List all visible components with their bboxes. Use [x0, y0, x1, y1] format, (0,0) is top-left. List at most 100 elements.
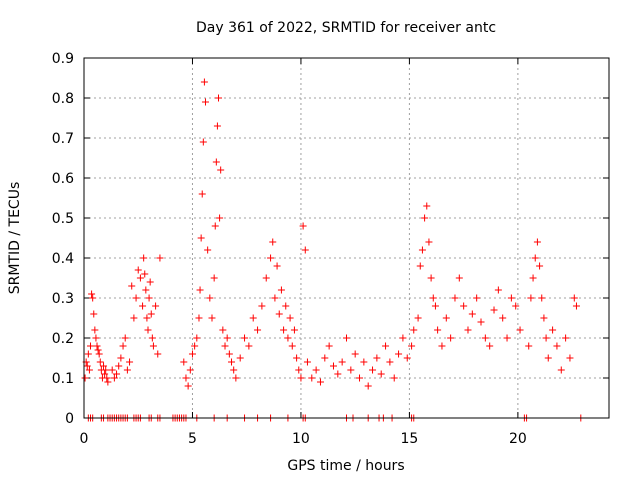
data-point: [286, 314, 294, 322]
data-point: [297, 374, 305, 382]
data-point: [136, 274, 144, 282]
data-point: [216, 214, 224, 222]
data-point: [557, 366, 565, 374]
data-point: [84, 350, 92, 358]
data-point: [329, 362, 337, 370]
data-point: [134, 266, 142, 274]
data-point: [525, 342, 533, 350]
data-point: [351, 350, 359, 358]
data-point: [193, 334, 201, 342]
data-point: [299, 222, 307, 230]
data-point: [423, 202, 431, 210]
data-point: [369, 366, 377, 374]
data-point: [117, 354, 125, 362]
data-point: [447, 334, 455, 342]
y-tick-label: 0.5: [52, 211, 74, 227]
data-point: [204, 246, 212, 254]
y-tick-label: 0.4: [52, 251, 74, 267]
data-point: [145, 294, 153, 302]
data-point: [198, 190, 206, 198]
data-point: [139, 302, 147, 310]
data-point: [110, 374, 118, 382]
data-point: [108, 366, 116, 374]
data-point: [512, 302, 520, 310]
data-point: [88, 290, 96, 298]
data-point: [360, 358, 368, 366]
data-point: [89, 294, 97, 302]
data-point: [382, 342, 390, 350]
data-point: [186, 366, 194, 374]
data-point: [503, 334, 511, 342]
data-point: [282, 302, 290, 310]
data-point: [477, 318, 485, 326]
data-point: [486, 342, 494, 350]
data-point: [338, 358, 346, 366]
data-point: [144, 326, 152, 334]
data-point: [206, 294, 214, 302]
data-point: [149, 342, 157, 350]
data-point: [421, 214, 429, 222]
data-point: [460, 302, 468, 310]
grid: [84, 58, 609, 418]
data-point: [148, 334, 156, 342]
data-point: [399, 334, 407, 342]
y-tick-label: 0.3: [52, 291, 74, 307]
data-point: [152, 302, 160, 310]
data-point: [201, 98, 209, 106]
data-point: [408, 342, 416, 350]
y-tick-label: 0.1: [52, 371, 74, 387]
data-point: [217, 166, 225, 174]
data-point: [83, 362, 91, 370]
data-point: [267, 254, 275, 262]
data-point: [141, 270, 149, 278]
data-point: [123, 366, 131, 374]
data-point: [347, 366, 355, 374]
data-point: [427, 274, 435, 282]
axis-ticks: [83, 57, 609, 419]
data-point: [295, 366, 303, 374]
data-point: [455, 274, 463, 282]
data-point: [92, 334, 100, 342]
data-point: [544, 354, 552, 362]
data-point: [142, 286, 150, 294]
data-point: [434, 326, 442, 334]
x-tick-label: 5: [188, 431, 197, 447]
data-point: [343, 334, 350, 342]
data-point: [364, 382, 372, 390]
data-point: [390, 374, 398, 382]
data-point: [334, 370, 342, 378]
data-point: [293, 354, 301, 362]
data-point: [132, 294, 140, 302]
data-point: [121, 334, 129, 342]
y-tick-label: 0.2: [52, 331, 74, 347]
data-point: [241, 334, 249, 342]
data-point: [100, 362, 108, 370]
plot-frame: [83, 57, 610, 419]
data-point: [213, 122, 221, 130]
data-point: [85, 366, 93, 374]
data-point: [284, 334, 292, 342]
data-point: [223, 334, 231, 342]
data-point: [403, 354, 411, 362]
x-tick-label: 20: [509, 431, 527, 447]
data-point: [143, 314, 151, 322]
data-point: [113, 370, 121, 378]
data-point: [126, 358, 134, 366]
data-point: [154, 350, 162, 358]
data-point: [481, 334, 489, 342]
data-point: [464, 326, 472, 334]
data-point: [542, 334, 550, 342]
data-point: [94, 346, 102, 354]
data-point: [140, 254, 148, 262]
data-points: [81, 78, 585, 422]
data-point: [211, 222, 219, 230]
data-point: [228, 358, 236, 366]
data-point: [102, 366, 110, 374]
x-axis-title: GPS time / hours: [287, 458, 404, 474]
data-point: [146, 278, 154, 286]
data-point: [199, 138, 207, 146]
data-point: [184, 382, 192, 390]
data-point: [414, 314, 422, 322]
data-point: [301, 246, 309, 254]
